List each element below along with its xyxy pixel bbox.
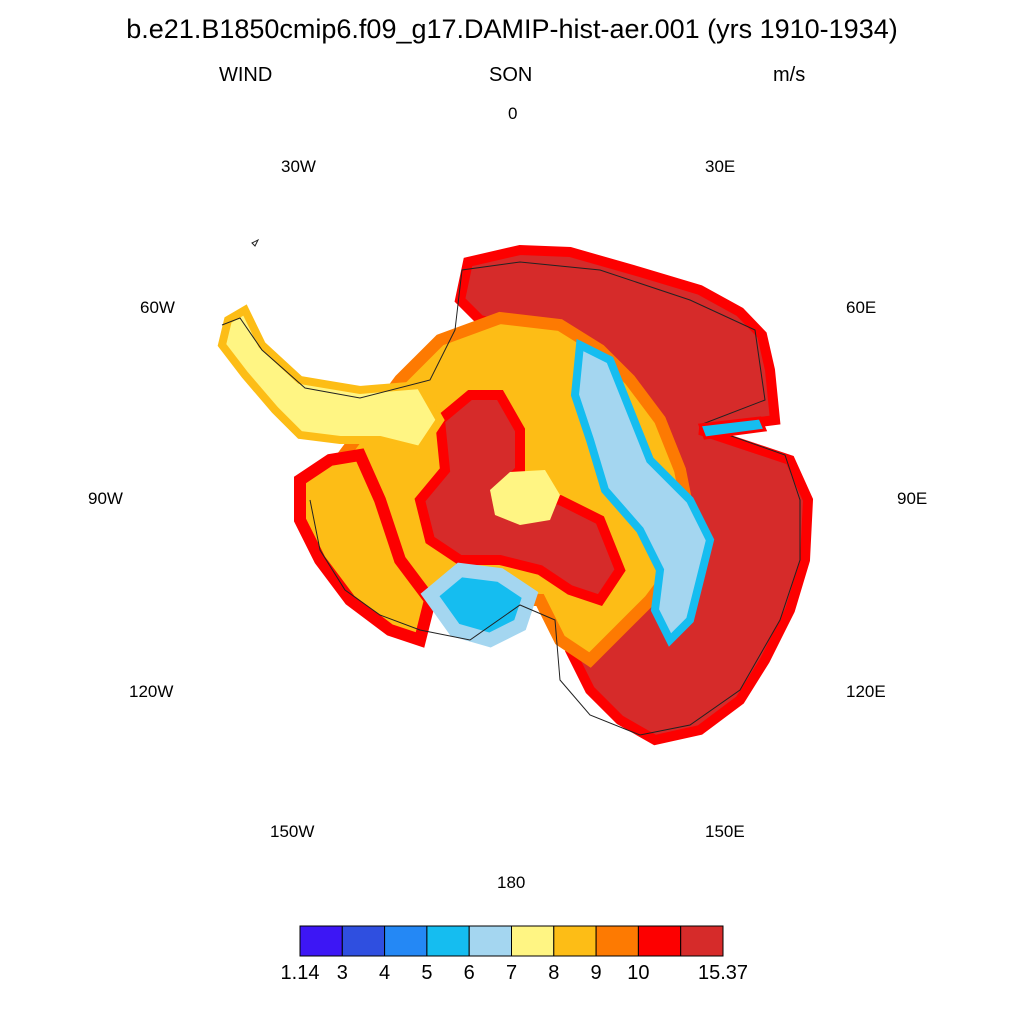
wind-region-peninsula	[217, 304, 445, 455]
colorbar-swatch-2	[384, 925, 428, 957]
colorbar-swatch-5	[511, 925, 555, 957]
colorbar-swatch-1	[341, 925, 386, 957]
colorbar-label-2: 4	[379, 962, 391, 984]
lon-label-30w: 30W	[281, 157, 316, 176]
lon-label-150w: 150W	[270, 822, 315, 841]
colorbar-label-9: 15.37	[697, 962, 749, 984]
colorbar-swatch-0	[299, 925, 343, 957]
colorbar-label-0: 1.14	[280, 962, 320, 984]
lon-label-120e: 120E	[846, 682, 886, 701]
coastline	[221, 261, 801, 736]
colorbar-label-3: 5	[421, 962, 433, 984]
colorbar-swatch-8	[637, 925, 682, 957]
lon-label-120w: 120W	[129, 682, 174, 701]
colorbar-swatch-3	[426, 925, 470, 957]
variable-label: WIND	[219, 64, 273, 86]
colorbar-swatch-6	[553, 925, 597, 957]
season-label: SON	[489, 64, 533, 86]
plot-title: b.e21.B1850cmip6.f09_g17.DAMIP-hist-aer.…	[126, 14, 898, 44]
lon-label-150e: 150E	[705, 822, 745, 841]
colorbar-label-7: 9	[590, 962, 602, 984]
colorbar-label-4: 6	[463, 962, 475, 984]
wind-region-pole	[490, 470, 560, 525]
coastline-island	[251, 238, 260, 247]
colorbar-label-8: 10	[627, 962, 650, 984]
colorbar-swatch-4	[468, 925, 513, 957]
colorbar-label-1: 3	[336, 962, 348, 984]
lon-label-90w: 90W	[88, 489, 123, 508]
lon-label-30e: 30E	[705, 157, 736, 176]
wind-field	[217, 244, 814, 746]
lon-label-60w: 60W	[140, 298, 175, 317]
colorbar-label-5: 7	[505, 962, 518, 984]
wind-region-ross	[420, 562, 539, 648]
lon-label-180: 180	[497, 873, 526, 892]
lon-label-0: 0	[508, 104, 518, 123]
wind-region-trough	[570, 338, 715, 647]
wind-region-strip	[697, 416, 768, 440]
colorbar-label-6: 8	[548, 962, 560, 984]
colorbar-swatch-7	[595, 925, 639, 957]
colorbar-swatch-9	[680, 925, 724, 957]
lon-label-90e: 90E	[897, 489, 928, 508]
units-label: m/s	[773, 64, 806, 86]
wind-region-west	[294, 448, 437, 648]
lon-label-60e: 60E	[846, 298, 877, 317]
